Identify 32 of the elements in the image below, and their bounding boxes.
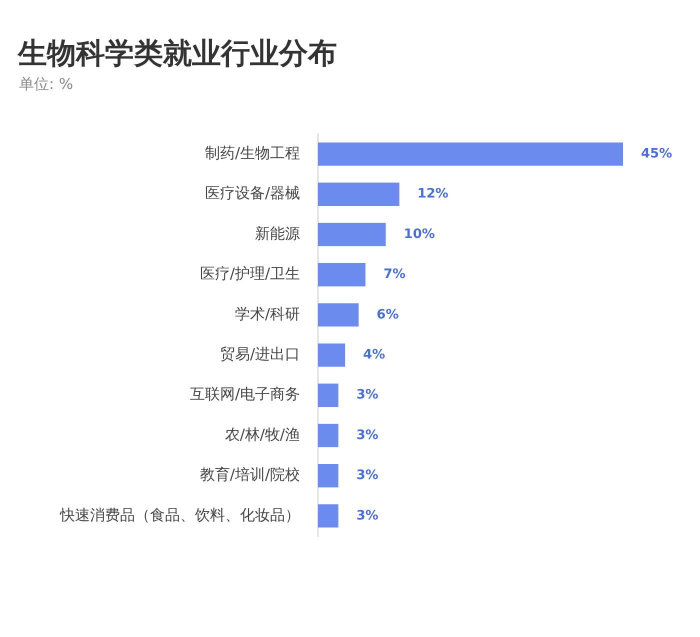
chart-title: 生物科学类就业行业分布	[18, 35, 337, 72]
data-label: 10%	[404, 226, 435, 242]
bar	[318, 424, 338, 448]
data-label: 6%	[376, 307, 399, 322]
bar	[318, 464, 338, 488]
data-label: 4%	[363, 347, 386, 362]
data-label: 7%	[383, 267, 406, 282]
y-tick-label: 学术/科研	[234, 304, 300, 323]
bar	[318, 504, 338, 528]
bar	[318, 343, 346, 367]
bar	[318, 384, 338, 407]
bar	[318, 222, 386, 246]
y-tick-label: 快速消费品（食品、饮料、化妆品）	[59, 506, 300, 524]
data-label: 3%	[356, 428, 378, 443]
bar	[318, 263, 366, 286]
bar	[318, 142, 623, 166]
y-tick-label: 贸易/进出口	[220, 344, 300, 363]
y-tick-label: 新能源	[255, 224, 300, 242]
y-tick-label: 教育/培训/院校	[200, 466, 300, 484]
data-label: 3%	[356, 468, 378, 484]
data-label: 45%	[641, 146, 672, 162]
text: 单位: %	[19, 75, 74, 94]
y-tick-label: 制药/生物工程	[204, 144, 300, 162]
y-tick-label: 医疗/护理/卫生	[200, 264, 300, 283]
y-tick-label: 医疗设备/器械	[204, 184, 300, 202]
data-label: 3%	[356, 508, 378, 524]
y-tick-label: 农/林/牧/渔	[224, 425, 300, 444]
data-label: 12%	[417, 186, 448, 202]
data-label: 3%	[356, 388, 378, 403]
bar	[318, 303, 359, 327]
y-tick-label: 互联网/电子商务	[190, 385, 300, 404]
bar	[318, 182, 400, 206]
